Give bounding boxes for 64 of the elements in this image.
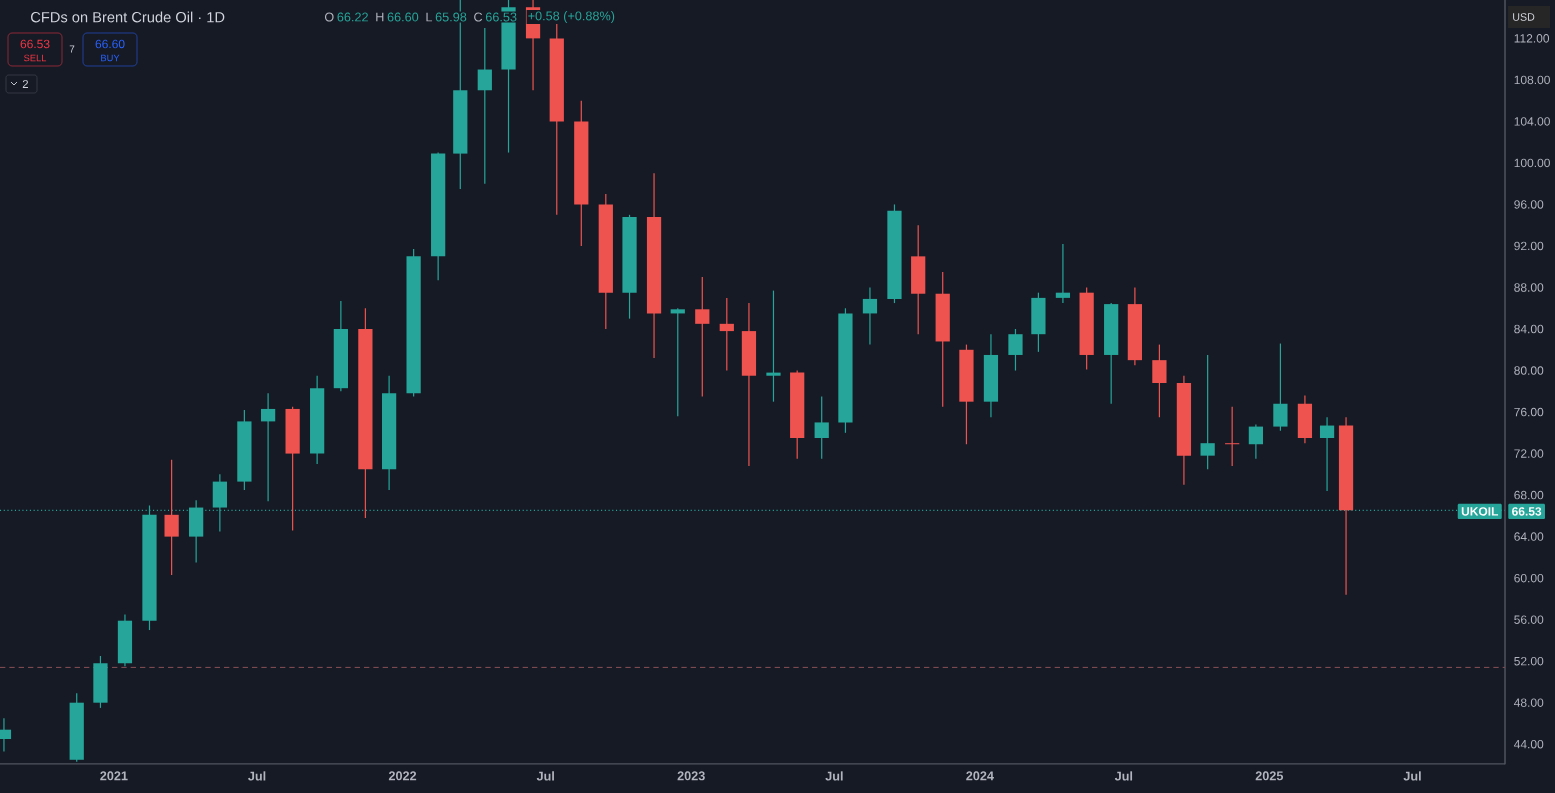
y-tick-label: 68.00 (1514, 490, 1544, 500)
annotation: +0.58 (+0.88%) (528, 11, 615, 23)
y-tick-label: 56.00 (1514, 615, 1544, 624)
y-tick-label: 88.00 (1514, 283, 1544, 292)
candlestick (1008, 328, 1023, 372)
y-tick-label: 48.00 (1513, 698, 1544, 707)
text: USD (1513, 13, 1535, 21)
annotation: 66.60 (95, 39, 125, 49)
x-tick-label: 2025 (1255, 771, 1284, 781)
y-tick-label: 84.00 (1514, 324, 1544, 334)
y-tick-label: 112.00 (1514, 34, 1550, 43)
text: CFDs on Brent Crude Oil · 1D (31, 11, 225, 23)
text: 66.53 (1512, 507, 1542, 516)
annotation: 7 (69, 45, 75, 53)
candlestick (695, 276, 710, 398)
candlestick (1248, 423, 1264, 460)
y-tick-label: 108.00 (1514, 75, 1550, 85)
annotation: 65.98 (435, 12, 467, 22)
annotation: 66.60 (387, 12, 419, 22)
y-tick-label: 52.00 (1514, 656, 1544, 666)
y-tick-label: 44.00 (1513, 739, 1544, 749)
candlestick (1055, 243, 1071, 304)
y-tick-label: 104.00 (1514, 117, 1550, 126)
x-tick-label: 2022 (388, 771, 417, 781)
candlestick (477, 27, 492, 185)
annotation: 66.53 (485, 12, 517, 22)
candlestick (814, 395, 829, 460)
annotation: 2 (22, 80, 28, 88)
annotation: L (426, 12, 433, 22)
ref-line-label: UKOIL (1461, 507, 1499, 516)
candlestick (1319, 416, 1335, 492)
candlestick (1225, 406, 1240, 467)
candlestick (1152, 343, 1167, 418)
annotation: 66.22 (337, 12, 368, 22)
candlestick (719, 297, 734, 372)
x-tick-label: Jul (536, 771, 554, 781)
annotation: C (474, 12, 483, 22)
y-tick-label: 64.00 (1514, 532, 1544, 541)
y-tick-label: 80.00 (1514, 366, 1544, 375)
y-tick-label: 100.00 (1514, 158, 1550, 168)
x-tick-label: 2024 (966, 771, 994, 781)
x-tick-label: Jul (248, 771, 266, 781)
candlestick (260, 392, 276, 502)
y-tick-label: 92.00 (1514, 241, 1544, 251)
x-tick-label: 2021 (100, 771, 128, 781)
x-tick-label: Jul (1403, 771, 1421, 781)
y-tick-label: 96.00 (1514, 200, 1544, 209)
annotation: BUY (101, 54, 120, 62)
y-tick-label: 72.00 (1514, 449, 1544, 458)
annotation: O (324, 12, 334, 22)
candlestick (1200, 354, 1215, 470)
annotation: SELL (24, 54, 47, 62)
candlestick (164, 459, 179, 576)
x-tick-label: Jul (1114, 771, 1133, 781)
candlestick (670, 307, 685, 417)
y-tick-label: 60.00 (1514, 573, 1544, 583)
candlestick (1273, 342, 1288, 432)
x-tick-label: 2023 (677, 771, 705, 781)
x-tick-label: Jul (825, 771, 843, 781)
candlestick (766, 290, 781, 403)
y-tick-label: 76.00 (1514, 407, 1544, 417)
candlestick (862, 286, 878, 346)
annotation: H (376, 12, 384, 22)
annotation: 66.53 (20, 39, 50, 49)
